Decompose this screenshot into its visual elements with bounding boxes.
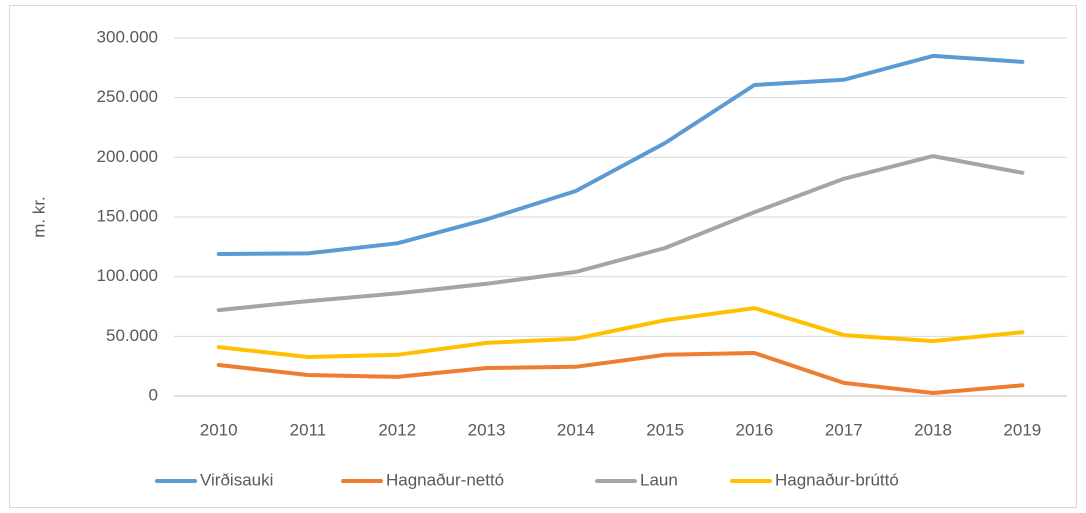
x-tick-label: 2015 [646, 420, 684, 439]
x-tick-label: 2018 [914, 420, 952, 439]
y-tick-label: 250.000 [97, 87, 158, 106]
y-tick-label: 300.000 [97, 27, 158, 46]
x-tick-label: 2017 [825, 420, 863, 439]
chart-border [9, 5, 1077, 508]
x-tick-label: 2019 [1003, 420, 1041, 439]
y-tick-label: 200.000 [97, 147, 158, 166]
x-tick-label: 2014 [557, 420, 595, 439]
series-line [216, 306, 1025, 359]
legend-label: Laun [640, 470, 678, 489]
y-tick-label: 150.000 [97, 206, 158, 225]
x-tick-label: 2011 [290, 420, 327, 439]
x-tick-label: 2016 [736, 420, 774, 439]
y-axis-label: m. kr. [29, 196, 48, 238]
legend-label: Hagnaður-nettó [386, 470, 504, 489]
legend-label: Hagnaður-brúttó [775, 470, 899, 489]
x-tick-label: 2012 [378, 420, 416, 439]
legend-label: Virðisauki [200, 470, 273, 489]
series-line [216, 154, 1025, 313]
series-line [216, 351, 1025, 395]
y-tick-label: 100.000 [97, 266, 158, 285]
x-tick-label: 2013 [468, 420, 506, 439]
y-tick-label: 0 [149, 385, 158, 404]
y-tick-label: 50.000 [106, 326, 158, 345]
series-line [216, 53, 1025, 256]
x-tick-label: 2010 [200, 420, 238, 439]
